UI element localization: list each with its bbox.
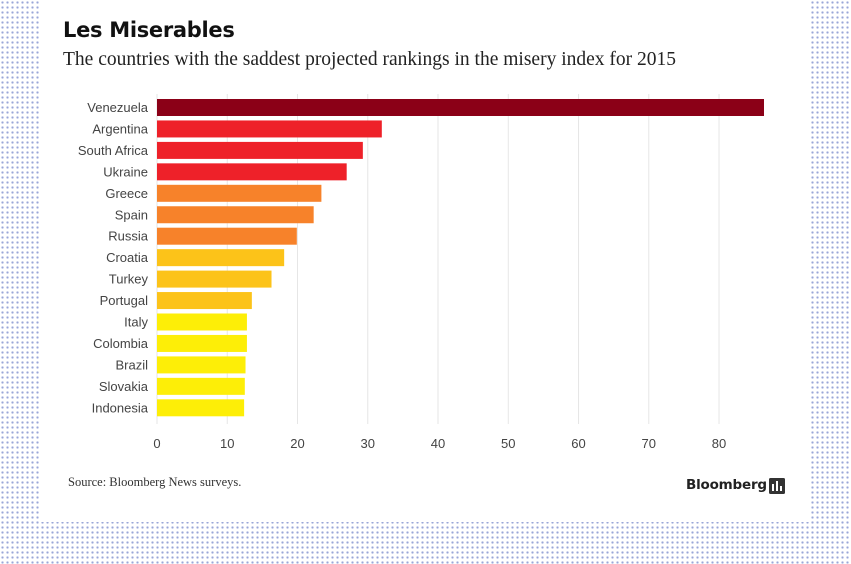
bar-chart-icon: [769, 478, 785, 494]
bar-chart: 0 10 20 30 40 50 60 70 80 Venezuela Argentina South…: [78, 94, 764, 451]
category-label: Croatia: [106, 250, 149, 265]
x-tick-label: 10: [220, 436, 234, 451]
x-tick-label: 30: [361, 436, 375, 451]
x-tick-label: 70: [642, 436, 656, 451]
category-label: Brazil: [115, 357, 148, 372]
category-label: Spain: [115, 207, 148, 222]
bar: [157, 270, 272, 288]
bar: [157, 99, 764, 116]
bar: [157, 163, 347, 181]
bar: [157, 120, 382, 138]
category-label: Slovakia: [99, 379, 149, 394]
x-tick-label: 0: [153, 436, 160, 451]
category-label: Portugal: [100, 293, 149, 308]
category-label: Colombia: [93, 336, 149, 351]
bloomberg-logo: Bloomberg: [686, 477, 767, 493]
bar: [157, 184, 322, 202]
category-label: Venezuela: [87, 100, 148, 115]
bar: [157, 356, 246, 374]
x-tick-label: 80: [712, 436, 726, 451]
chart-card: Les Miserables The countries with the sa…: [40, 0, 811, 522]
category-label: Argentina: [92, 121, 148, 136]
x-tick-label: 60: [571, 436, 585, 451]
bar: [157, 313, 247, 331]
x-tick-label: 40: [431, 436, 445, 451]
x-tick-label: 20: [290, 436, 304, 451]
bar: [157, 292, 252, 310]
category-label: Ukraine: [103, 164, 148, 179]
source-note: Source: Bloomberg News surveys.: [68, 475, 242, 489]
bar: [157, 377, 245, 395]
category-label: Turkey: [109, 272, 149, 287]
category-label: Greece: [105, 186, 148, 201]
category-label: Russia: [108, 229, 149, 244]
chart-subtitle: The countries with the saddest projected…: [63, 49, 677, 70]
bar: [157, 206, 314, 224]
category-label: South Africa: [78, 143, 149, 158]
bar: [157, 399, 245, 417]
bar: [157, 334, 247, 352]
chart-title: Les Miserables: [63, 18, 235, 42]
category-label: Italy: [124, 315, 148, 330]
x-tick-label: 50: [501, 436, 515, 451]
category-label: Indonesia: [92, 400, 149, 415]
bar: [157, 249, 285, 267]
bar: [157, 141, 363, 159]
bar: [157, 227, 297, 245]
